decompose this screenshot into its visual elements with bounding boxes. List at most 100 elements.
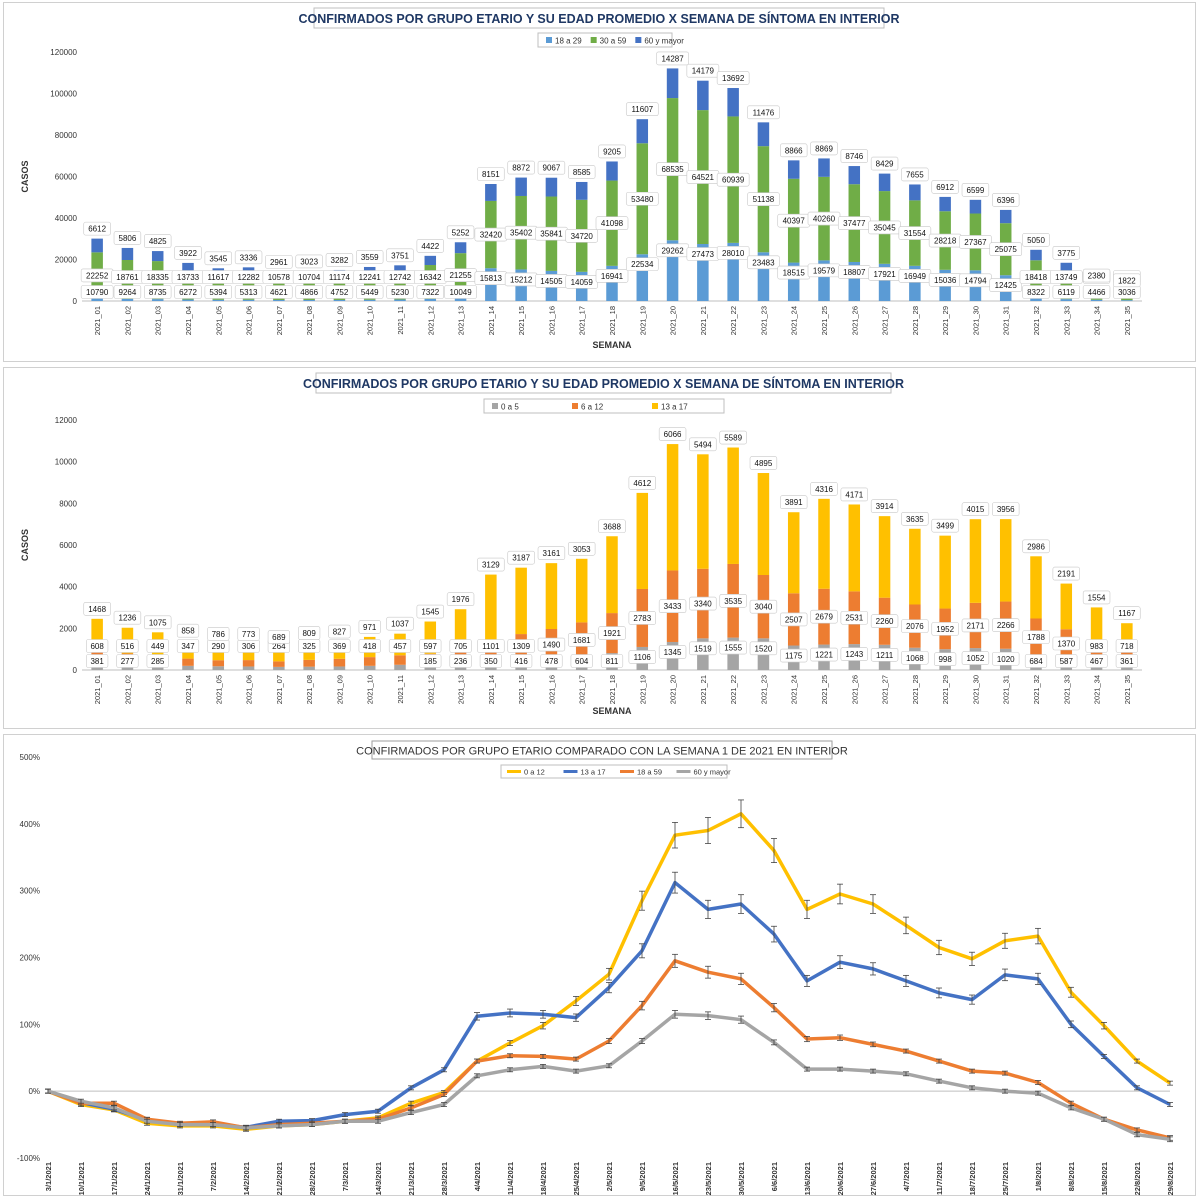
data-label-text: 1788 bbox=[1027, 633, 1045, 642]
data-label-box bbox=[565, 229, 599, 243]
legend-label-1: 6 a 12 bbox=[581, 403, 604, 412]
data-label: 811 bbox=[600, 654, 624, 668]
data-label-box bbox=[479, 654, 502, 668]
data-label-box bbox=[989, 242, 1023, 257]
y-tick-label: 200% bbox=[20, 954, 40, 963]
data-label-text: 347 bbox=[181, 642, 195, 651]
data-label-text: 1106 bbox=[634, 653, 652, 662]
data-label: 516 bbox=[116, 639, 139, 653]
data-label-text: 22534 bbox=[631, 260, 654, 269]
data-label-text: 6272 bbox=[179, 288, 197, 297]
data-label: 1681 bbox=[568, 633, 596, 647]
data-label-box bbox=[931, 518, 959, 533]
x-tick-label: 2021_32 bbox=[1032, 306, 1041, 335]
data-label: 6119 bbox=[1052, 285, 1080, 299]
data-label-text: 5050 bbox=[1027, 236, 1045, 245]
data-label-box bbox=[113, 285, 142, 299]
x-tick-label: 9/5/2021 bbox=[638, 1162, 647, 1191]
data-label: 3129 bbox=[477, 557, 505, 572]
x-tick-label: 2021_05 bbox=[214, 306, 223, 335]
bar-0 bbox=[666, 240, 679, 301]
bar-0 bbox=[454, 297, 467, 301]
data-label: 1788 bbox=[1022, 630, 1050, 644]
data-label-text: 3036 bbox=[1118, 288, 1136, 297]
data-label-text: 983 bbox=[1090, 642, 1104, 651]
data-label: 31554 bbox=[898, 226, 932, 240]
data-label-text: 1068 bbox=[906, 654, 924, 663]
data-label: 17921 bbox=[868, 267, 901, 281]
bar-1 bbox=[333, 658, 346, 667]
data-label-text: 3129 bbox=[482, 561, 500, 570]
chart-panel-2: CONFIRMADOS POR GRUPO ETARIO Y SU EDAD P… bbox=[3, 367, 1196, 729]
x-tick-label: 2021_19 bbox=[638, 306, 647, 335]
data-label: 11617 bbox=[201, 270, 235, 284]
legend-label-0: 0 a 12 bbox=[524, 768, 545, 777]
data-label-box bbox=[1024, 654, 1048, 668]
data-label-text: 8872 bbox=[512, 164, 530, 173]
data-label-text: 13749 bbox=[1055, 273, 1078, 282]
data-label: 6912 bbox=[931, 180, 959, 194]
data-label-text: 12742 bbox=[389, 273, 412, 282]
line-chart-comparison: CONFIRMADOS POR GRUPO ETARIO COMPARADO C… bbox=[17, 740, 1175, 1195]
data-label: 10578 bbox=[262, 270, 296, 284]
x-tick-label: 2021_22 bbox=[729, 306, 738, 335]
data-label-text: 12425 bbox=[995, 281, 1018, 290]
data-label: 6612 bbox=[83, 221, 111, 236]
data-label: 4825 bbox=[144, 234, 172, 248]
data-label: 1309 bbox=[507, 639, 535, 653]
data-label-text: 18807 bbox=[843, 268, 866, 277]
data-label: 3336 bbox=[234, 250, 263, 265]
legend-label-1: 13 a 17 bbox=[581, 768, 606, 777]
data-label: 15813 bbox=[474, 271, 508, 285]
data-label-box bbox=[537, 637, 566, 652]
bar-2 bbox=[575, 558, 588, 623]
data-label: 18515 bbox=[777, 265, 811, 280]
data-label-text: 8869 bbox=[815, 144, 833, 153]
x-tick-label: 2021_11 bbox=[396, 306, 405, 335]
data-label-text: 8735 bbox=[149, 288, 167, 297]
x-tick-label: 2021_25 bbox=[820, 306, 829, 335]
data-label-text: 10049 bbox=[449, 288, 472, 297]
chart-title-box: CONFIRMADOS POR GRUPO ETARIO COMPARADO C… bbox=[356, 740, 848, 760]
data-label-text: 6599 bbox=[967, 186, 985, 195]
data-label: 1221 bbox=[810, 647, 838, 662]
data-label-box bbox=[747, 192, 780, 207]
data-label: 12241 bbox=[353, 270, 387, 284]
y-tick-label: 6000 bbox=[59, 541, 77, 550]
x-tick-label: 30/5/2021 bbox=[737, 1162, 746, 1195]
data-label-box bbox=[689, 596, 717, 611]
data-label-box bbox=[1082, 268, 1111, 283]
data-label: 28010 bbox=[716, 246, 750, 260]
y-tick-label: 60000 bbox=[55, 173, 78, 182]
x-tick-label: 2021_14 bbox=[487, 675, 496, 704]
y-tick-label: 4000 bbox=[59, 583, 77, 592]
data-label: 1106 bbox=[628, 650, 656, 664]
bar-0 bbox=[697, 243, 709, 301]
data-label-box bbox=[716, 172, 750, 187]
data-label: 604 bbox=[570, 654, 593, 668]
y-tick-label: 0% bbox=[28, 1087, 40, 1096]
x-tick-label: 2021_24 bbox=[790, 306, 799, 335]
data-label-text: 325 bbox=[302, 642, 316, 651]
data-label-text: 23483 bbox=[752, 258, 775, 267]
data-label-box bbox=[325, 285, 354, 299]
title-frame bbox=[371, 740, 833, 760]
x-tick-label: 23/5/2021 bbox=[704, 1162, 713, 1195]
data-label-text: 10790 bbox=[86, 288, 109, 297]
y-axis-title: CASOS bbox=[20, 160, 30, 192]
data-label: 1490 bbox=[537, 637, 566, 652]
data-label-text: 1370 bbox=[1057, 640, 1075, 649]
data-label-box bbox=[780, 495, 808, 510]
data-label-box bbox=[510, 654, 533, 668]
data-label-text: 773 bbox=[242, 630, 256, 639]
data-label-text: 3023 bbox=[300, 257, 318, 266]
data-label-text: 12241 bbox=[359, 273, 382, 282]
x-tick-label: 18/7/2021 bbox=[968, 1162, 977, 1195]
data-label: 12425 bbox=[989, 278, 1023, 293]
y-tick-label: 120000 bbox=[50, 48, 77, 57]
bar-0 bbox=[121, 298, 134, 301]
data-label-box bbox=[86, 639, 109, 653]
data-label: 684 bbox=[1024, 654, 1048, 668]
data-label-text: 1681 bbox=[573, 636, 591, 645]
data-label: 7655 bbox=[901, 167, 929, 182]
